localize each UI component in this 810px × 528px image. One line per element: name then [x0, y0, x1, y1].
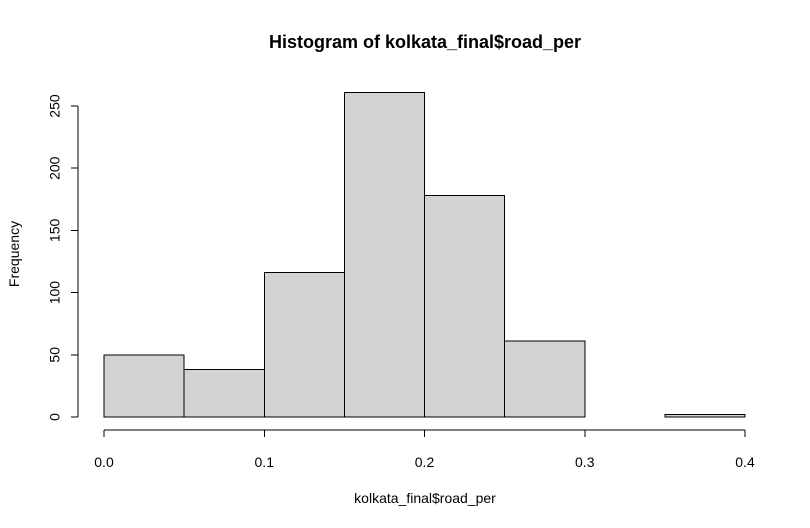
x-tick-label: 0.3 [575, 454, 595, 470]
histogram-bar [424, 195, 506, 418]
histogram-bar [183, 369, 265, 418]
y-axis-ticks: 0 50 100 150 200 250 [47, 94, 78, 421]
x-tick-label: 0.4 [735, 454, 755, 470]
y-tick-label: 100 [47, 281, 63, 305]
histogram-bar [664, 414, 746, 418]
x-axis-ticks: 0.0 0.1 0.2 0.3 0.4 [94, 430, 755, 470]
histogram-bar [343, 91, 425, 418]
histogram-bar [103, 354, 185, 418]
histogram-bar [504, 340, 586, 418]
x-axis-label: kolkata_final$road_per [354, 490, 496, 506]
y-tick-label: 200 [47, 156, 63, 180]
y-axis-label: Frequency [6, 221, 22, 287]
chart-title: Histogram of kolkata_final$road_per [269, 32, 581, 52]
y-tick-label: 0 [47, 413, 63, 421]
y-tick-label: 50 [47, 347, 63, 363]
x-tick-label: 0.2 [415, 454, 435, 470]
x-tick-label: 0.1 [255, 454, 275, 470]
histogram-bar [263, 272, 345, 418]
histogram-bars [103, 91, 746, 418]
y-tick-label: 150 [47, 219, 63, 243]
y-tick-label: 250 [47, 94, 63, 118]
x-tick-label: 0.0 [94, 454, 114, 470]
